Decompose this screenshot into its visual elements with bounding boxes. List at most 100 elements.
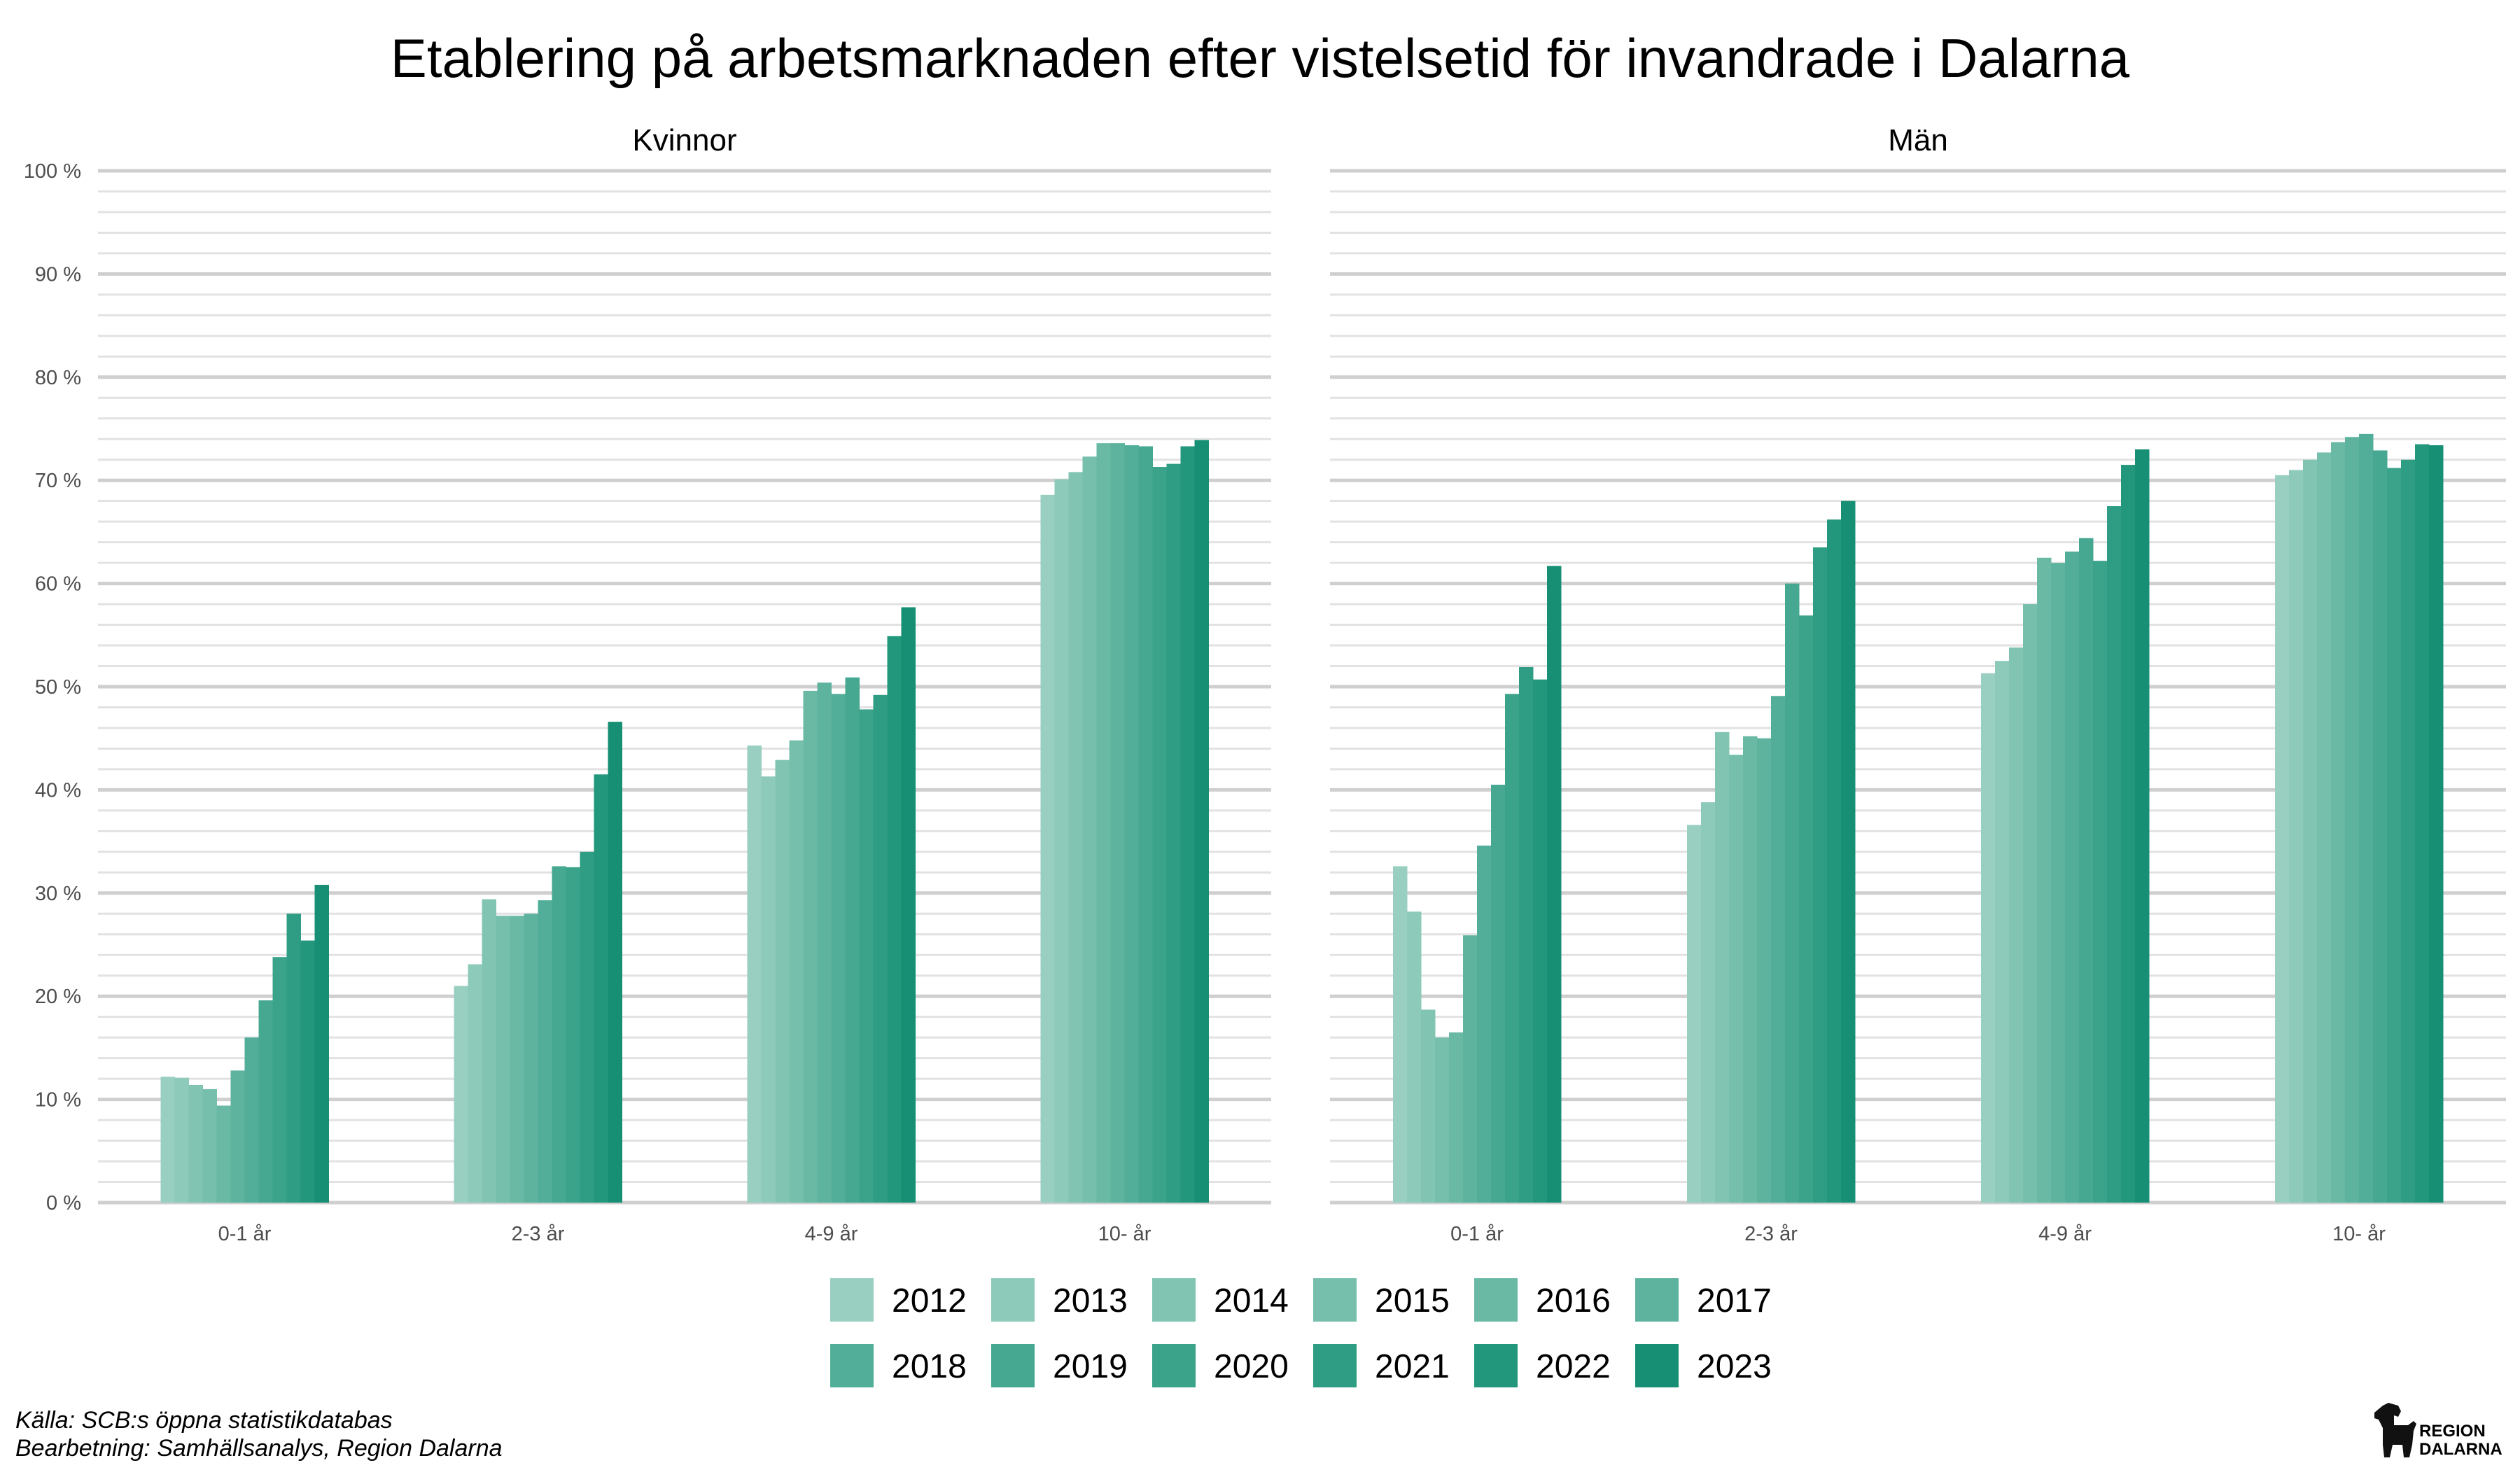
bar-2023 [901,607,916,1203]
legend-item-2022: 2022 [1474,1344,1611,1387]
bar-2018 [1477,845,1492,1203]
bar-2018 [1771,696,1786,1203]
bar-2019 [258,1000,273,1203]
bar-2019 [845,677,860,1203]
bar-2012 [1393,866,1408,1203]
y-tick-label: 100 % [24,160,81,183]
bar-2013 [1407,911,1422,1203]
bar-2023 [1547,566,1562,1203]
bar-2014 [1421,1009,1436,1203]
legend-item-2012: 2012 [830,1278,967,1322]
panel-title: Män [1888,123,1948,158]
legend-item-2023: 2023 [1635,1344,1772,1387]
bar-2017 [1463,935,1478,1203]
bar-2015 [1729,755,1744,1203]
bar-2015 [2023,604,2038,1203]
bar-2014 [775,760,790,1203]
y-tick-label: 90 % [35,263,81,286]
bar-2017 [524,913,538,1203]
x-tick-label: 4-9 år [2038,1223,2092,1245]
legend-item-2021: 2021 [1313,1344,1450,1387]
legend-item-2014: 2014 [1152,1278,1289,1322]
region-dalarna-logo: REGION DALARNA [2374,1403,2502,1459]
y-tick-label: 30 % [35,883,81,905]
bar-2023 [608,722,622,1203]
bar-2021 [873,694,888,1203]
logo-text-line2: DALARNA [2419,1440,2502,1459]
bar-2021 [580,851,594,1203]
bar-2021 [1813,547,1828,1203]
bar-2016 [216,1105,231,1203]
y-tick-label: 60 % [35,573,81,596]
bar-2020 [1152,467,1167,1203]
dala-horse-icon [2374,1403,2416,1457]
bar-2022 [1827,519,1842,1203]
x-tick-label: 4-9 år [805,1223,858,1245]
bar-2013 [1995,661,2010,1203]
bar-2022 [594,774,608,1203]
x-tick-label: 10- år [1098,1223,1152,1245]
bar-2019 [2079,538,2094,1203]
bar-2017 [1757,738,1772,1203]
legend-label: 2019 [1053,1348,1128,1385]
bar-2013 [174,1077,189,1203]
bar-2016 [1743,736,1758,1203]
bar-2022 [2121,465,2136,1203]
legend-swatch [1313,1344,1357,1387]
bar-2018 [1124,445,1139,1203]
bar-2017 [2051,563,2066,1203]
y-tick-label: 40 % [35,779,81,802]
legend-label: 2017 [1697,1282,1772,1320]
legend-label: 2016 [1536,1282,1611,1320]
bar-2018 [244,1037,259,1203]
bar-2017 [230,1070,245,1203]
bar-2015 [1435,1037,1450,1203]
legend-item-2020: 2020 [1152,1344,1289,1387]
bar-2012 [1040,494,1055,1203]
legend-label: 2013 [1053,1282,1128,1320]
bar-2016 [510,916,524,1203]
caption-processing: Bearbetning: Samhällsanalys, Region Dala… [15,1435,503,1462]
bar-2019 [2373,450,2388,1203]
chart-title: Etablering på arbetsmarknaden efter vist… [391,27,2130,89]
bar-2015 [1082,456,1097,1203]
bar-2018 [2359,433,2374,1203]
legend-item-2019: 2019 [991,1344,1128,1387]
x-tick-label: 2-3 år [512,1223,565,1245]
legend-label: 2012 [892,1282,967,1320]
bar-2022 [2415,444,2430,1203]
bar-2012 [160,1077,175,1203]
legend-swatch [1635,1278,1679,1322]
panel-1: Kvinnor 0 % 10 % 20 % 30 % 40 % 50 % 60 % 70 % 80… [24,123,1271,1245]
bar-2012 [1981,673,1996,1203]
legend-item-2016: 2016 [1474,1278,1611,1322]
bar-2021 [2107,506,2122,1203]
bar-2020 [566,867,580,1203]
bar-2022 [300,940,315,1203]
legend-swatch [1635,1344,1679,1387]
legend-label: 2022 [1536,1348,1611,1385]
legend-label: 2021 [1375,1348,1450,1385]
bar-2017 [1110,443,1125,1203]
bar-2012 [747,746,762,1203]
legend-swatch [991,1344,1035,1387]
bar-2013 [1701,802,1716,1203]
bar-2023 [1194,440,1209,1203]
bar-2014 [2009,647,2024,1203]
bar-2016 [803,690,818,1203]
legend-swatch [1474,1278,1518,1322]
x-tick-label: 0-1 år [218,1223,272,1245]
bar-2021 [286,913,301,1203]
bar-2020 [2387,468,2402,1203]
x-tick-label: 0-1 år [1450,1223,1504,1245]
bar-2013 [761,776,776,1203]
bar-2016 [1096,443,1111,1203]
y-tick-label: 70 % [35,470,81,492]
bar-2022 [1180,446,1195,1203]
bar-2015 [202,1088,217,1203]
bar-2015 [496,916,510,1203]
y-tick-label: 0 % [46,1192,81,1214]
bar-2016 [1449,1032,1464,1203]
bar-2023 [1841,500,1856,1203]
logo-text-line1: REGION [2419,1422,2486,1441]
